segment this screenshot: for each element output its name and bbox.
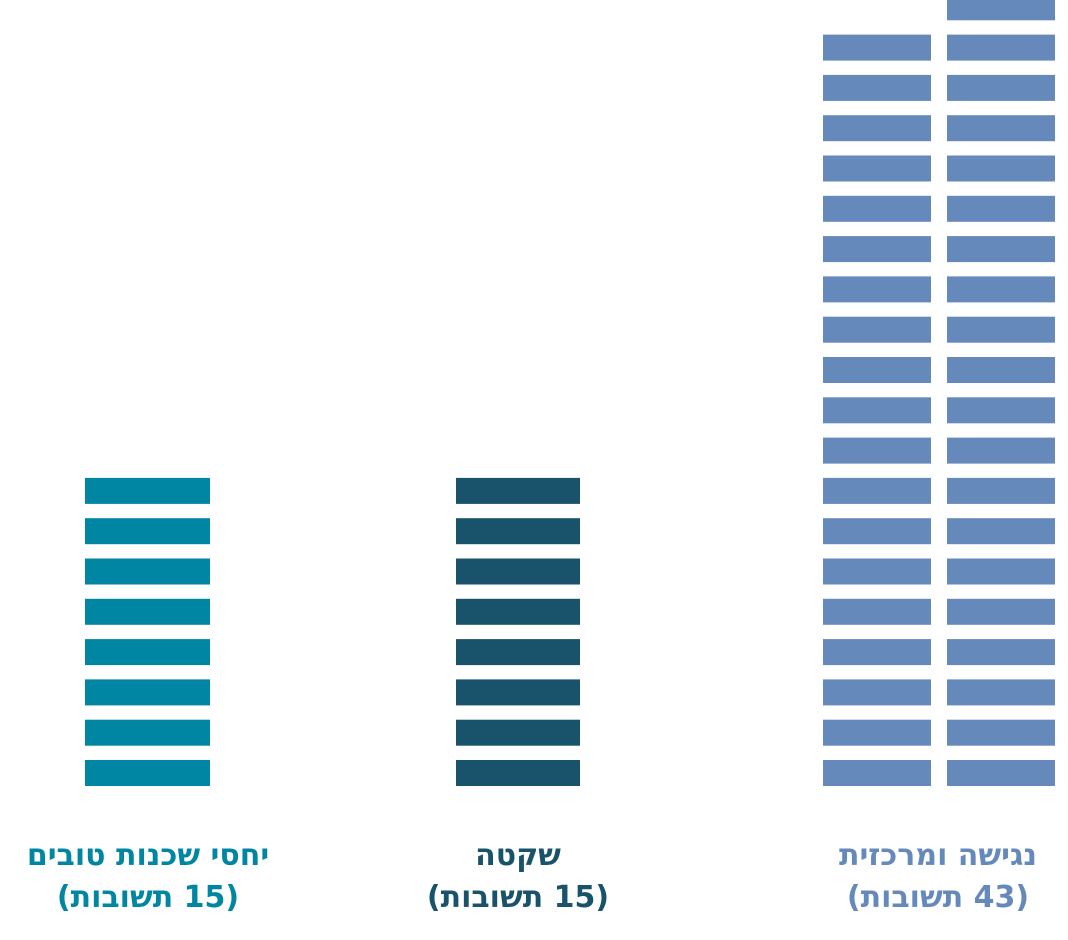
unit-segment [947, 195, 1055, 222]
unit-segment [823, 437, 931, 464]
unit-segment [456, 679, 580, 706]
category-label-accessible-central: נגישה ומרכזית (43 תשובות) [773, 835, 1068, 919]
unit-segment [947, 437, 1055, 464]
unit-segment [947, 719, 1055, 746]
unit-segment [85, 760, 210, 786]
unit-segment [947, 74, 1055, 101]
unit-segment [823, 276, 931, 303]
unit-segment [85, 558, 210, 585]
unit-segment [456, 639, 580, 666]
unit-segment [947, 477, 1055, 504]
unit-segment [947, 639, 1055, 666]
unit-segment [823, 195, 931, 222]
unit-segment [947, 760, 1055, 786]
unit-segment [823, 155, 931, 182]
bar-group-0 [85, 477, 210, 786]
unit-segment [823, 558, 931, 585]
unit-segment [85, 639, 210, 666]
unit-segment [823, 760, 931, 786]
category-name: נגישה ומרכזית [838, 838, 1038, 873]
bar-group-2 [823, 0, 1055, 786]
unit-segment [947, 276, 1055, 303]
unit-segment [85, 598, 210, 625]
unit-segment [823, 679, 931, 706]
unit-segment [85, 518, 210, 545]
category-count: (43 תשובות) [846, 880, 1030, 915]
unit-segment [85, 477, 210, 504]
bar-group-1 [456, 477, 580, 786]
unit-segment [823, 316, 931, 343]
unit-segment [823, 598, 931, 625]
unit-segment [456, 518, 580, 545]
unit-segment [947, 679, 1055, 706]
unit-segment [456, 558, 580, 585]
unit-segment [823, 115, 931, 142]
category-label-good-neighbors: יחסי שכנות טובים (15 תשובות) [0, 835, 313, 919]
unit-segment [456, 760, 580, 786]
unit-segment [85, 719, 210, 746]
unit-segment [947, 558, 1055, 585]
unit-segment [947, 518, 1055, 545]
unit-segment [947, 236, 1055, 263]
unit-segment [947, 397, 1055, 424]
category-count: (15 תשובות) [426, 880, 610, 915]
unit-segment [823, 357, 931, 383]
unit-segment [823, 74, 931, 101]
unit-segment [456, 598, 580, 625]
unit-segment [456, 719, 580, 746]
category-count: (15 תשובות) [56, 880, 240, 915]
unit-segment [947, 598, 1055, 625]
unit-segment [823, 397, 931, 424]
unit-segment [823, 34, 931, 61]
unit-segment [823, 236, 931, 263]
unit-segment [823, 639, 931, 666]
category-label-quiet: שקטה (15 תשובות) [353, 835, 683, 919]
unit-segment [456, 477, 580, 504]
unit-segment [947, 115, 1055, 142]
category-name: יחסי שכנות טובים [26, 838, 270, 873]
unit-segment [947, 34, 1055, 61]
category-name: שקטה [475, 838, 561, 873]
unit-segment [85, 679, 210, 706]
unit-segment [823, 477, 931, 504]
unit-segment [823, 719, 931, 746]
unit-segment [947, 0, 1055, 21]
unit-segment [823, 518, 931, 545]
unit-segment [947, 316, 1055, 343]
unit-segment [947, 357, 1055, 383]
unit-segment [947, 155, 1055, 182]
